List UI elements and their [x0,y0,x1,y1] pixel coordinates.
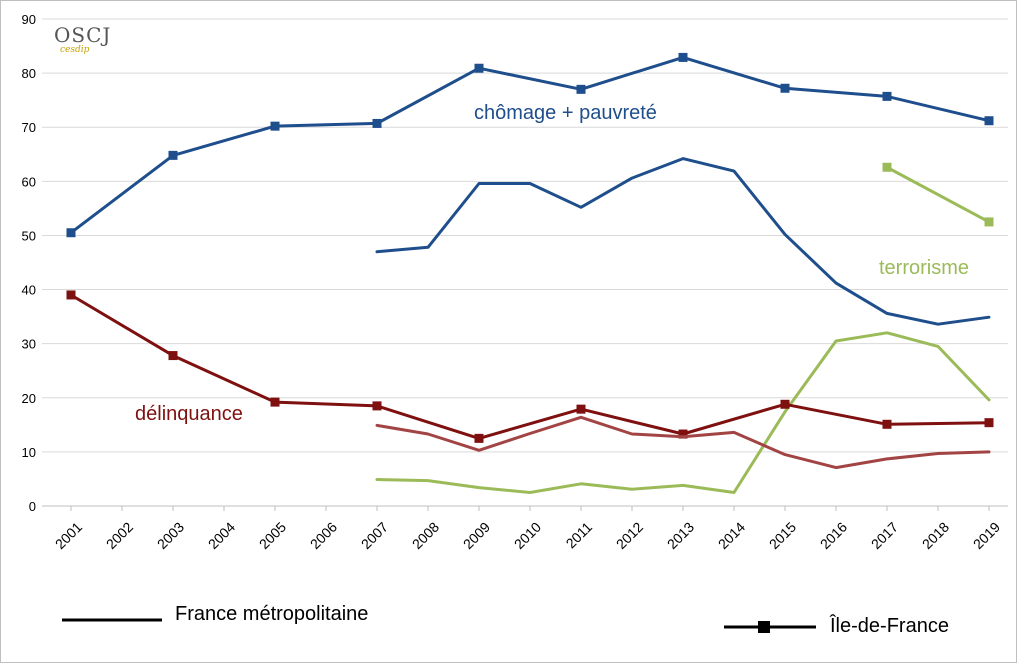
data-point-idf-4 [270,397,280,407]
x-tick-label: 2012 [613,519,646,552]
data-point-idf-0 [882,91,892,101]
data-point-idf-4 [66,290,76,300]
annotation-delinquance: délinquance [135,403,243,425]
x-tick-label: 2006 [307,519,340,552]
data-point-idf-0 [372,118,382,128]
legend-marker-idf [758,621,770,633]
x-tick-label: 2019 [970,519,1003,552]
series-line-idf-0 [69,55,991,235]
y-tick-label: 20 [22,391,36,406]
annotation-chomage: chômage + pauvreté [474,102,657,124]
logo-text: OSCJ [54,23,111,47]
series-lines [66,52,994,494]
data-point-idf-0 [984,116,994,126]
series-line-france-5 [375,415,991,470]
data-point-idf-0 [168,150,178,160]
y-tick-label: 40 [22,283,36,298]
gridlines [42,18,1008,453]
data-point-idf-4 [984,418,994,428]
data-point-idf-4 [780,399,790,409]
x-tick-label: 2013 [664,519,697,552]
x-tick-label: 2017 [868,519,901,552]
y-tick-label: 60 [22,174,36,189]
data-point-idf-0 [780,83,790,93]
x-tick-label: 2001 [52,519,85,552]
x-tick-label: 2014 [715,519,748,552]
data-point-idf-0 [270,121,280,131]
data-point-idf-4 [576,404,586,414]
x-tick-label: 2018 [919,519,952,552]
x-tick-label: 2005 [256,519,289,552]
x-tick-label: 2004 [205,519,238,552]
x-tick-label: 2007 [358,519,391,552]
legend-label-france: France métropolitaine [175,603,368,625]
data-point-idf-2 [882,162,892,172]
x-tick-label: 2015 [766,519,799,552]
series-line-france-1 [375,157,991,326]
y-tick-label: 30 [22,337,36,352]
y-tick-label: 10 [22,445,36,460]
annotation-terrorisme: terrorisme [879,257,969,279]
y-tick-label: 90 [22,12,36,27]
x-tick-label: 2002 [103,519,136,552]
y-tick-label: 50 [22,228,36,243]
data-point-idf-4 [882,419,892,429]
y-axis-ticks: 0 10 20 30 40 50 60 70 80 90 [22,12,36,514]
series-line-idf-4 [69,293,991,440]
data-point-idf-4 [168,351,178,361]
logo: OSCJ cesdip [54,23,111,55]
y-tick-label: 80 [22,66,36,81]
x-axis-ticks: 2001 2002 2003 2004 2005 2006 2007 2008 2009 2010… [52,506,1003,552]
data-point-idf-4 [372,401,382,411]
data-point-idf-2 [984,217,994,227]
x-tick-label: 2003 [154,519,187,552]
x-tick-label: 2016 [817,519,850,552]
x-tick-label: 2008 [409,519,442,552]
legend: France métropolitaine Île-de-France [62,603,949,637]
series-line-idf-2 [885,165,991,224]
series-line-france-3 [375,331,991,494]
x-tick-label: 2010 [511,519,544,552]
y-tick-label: 70 [22,120,36,135]
x-tick-label: 2009 [460,519,493,552]
data-point-idf-0 [576,84,586,94]
data-point-idf-0 [678,52,688,62]
logo-subtext: cesdip [60,45,90,55]
y-tick-label: 0 [29,499,36,514]
x-tick-label: 2011 [563,519,596,552]
legend-label-idf: Île-de-France [829,614,949,637]
data-point-idf-0 [474,63,484,73]
data-point-idf-4 [474,433,484,443]
data-point-idf-4 [678,429,688,439]
data-point-idf-0 [66,228,76,238]
